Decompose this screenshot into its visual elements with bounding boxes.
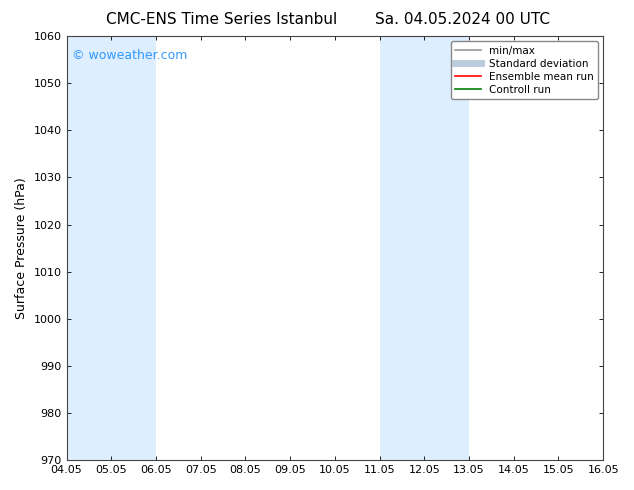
Text: Sa. 04.05.2024 00 UTC: Sa. 04.05.2024 00 UTC	[375, 12, 550, 27]
Text: © woweather.com: © woweather.com	[72, 49, 187, 62]
Text: CMC-ENS Time Series Istanbul: CMC-ENS Time Series Istanbul	[107, 12, 337, 27]
Bar	[380, 36, 469, 460]
Bar	[67, 36, 156, 460]
Y-axis label: Surface Pressure (hPa): Surface Pressure (hPa)	[15, 177, 28, 319]
Legend: min/max, Standard deviation, Ensemble mean run, Controll run: min/max, Standard deviation, Ensemble me…	[451, 41, 598, 99]
